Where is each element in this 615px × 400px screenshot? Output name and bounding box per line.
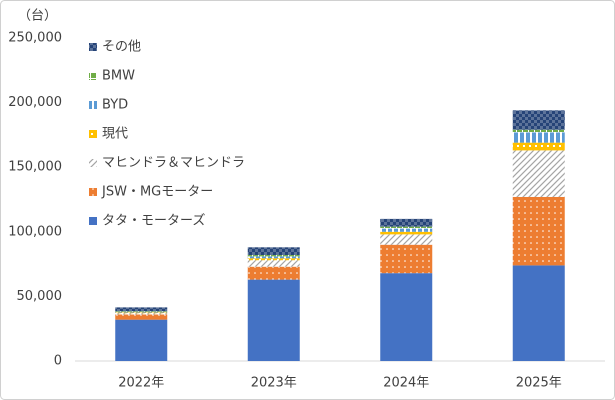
y-tick-label: 200,000 [8,95,62,110]
legend-swatch [89,159,97,167]
x-tick-label: 2025年 [516,376,562,391]
legend-label: 現代 [102,127,128,142]
bar-segment [115,311,168,312]
legend-swatch [89,72,97,80]
y-tick-label: 0 [54,354,62,369]
bar-segment [512,129,565,133]
bar-segment [380,234,433,245]
bar-segment [380,218,433,227]
bar-segment [380,231,433,235]
legend-swatch [89,188,97,196]
legend-label: JSW・MGモーター [101,185,213,200]
x-tick-label: 2022年 [118,376,164,391]
bar-segment [380,244,433,274]
bar-segment [247,255,300,257]
bar-segment [115,319,168,361]
bar-segment [380,228,433,232]
y-tick-label: 150,000 [8,160,62,175]
bar-segment [115,313,168,315]
y-tick-label: 50,000 [17,289,63,304]
bar-segment [512,142,565,151]
bar-segment [247,266,300,280]
x-tick-label: 2024年 [383,376,429,391]
bar-segment [115,314,168,320]
bar-segment [380,226,433,229]
bar-segment [115,312,168,314]
bar-segment [512,150,565,197]
legend-swatch [89,130,97,138]
legend-label: その他 [102,40,141,55]
x-tick-label: 2023年 [251,376,297,391]
legend-swatch [89,101,97,109]
bar-segment [115,307,168,312]
y-tick-label: 250,000 [8,31,62,46]
bar-segment [247,256,300,259]
bar-segment [512,196,565,266]
bar-segment [512,132,565,143]
legend-label: BYD [102,98,128,113]
bar-segment [247,247,300,256]
legend-label: タタ・モーターズ [102,213,205,229]
legend-label: BMW [102,69,135,84]
bar-segment [247,279,300,361]
legend-swatch [89,217,97,225]
legend-label: マヒンドラ＆マヒンドラ [102,156,245,171]
bar-segment [512,265,565,361]
y-tick-label: 100,000 [8,224,62,239]
legend-swatch [89,43,97,51]
bar-segment [512,110,565,130]
y-unit: （台） [18,9,57,24]
bar-segment [247,258,300,261]
bar-segment [115,311,168,313]
bar-segment [247,260,300,267]
bar-segment [380,273,433,361]
